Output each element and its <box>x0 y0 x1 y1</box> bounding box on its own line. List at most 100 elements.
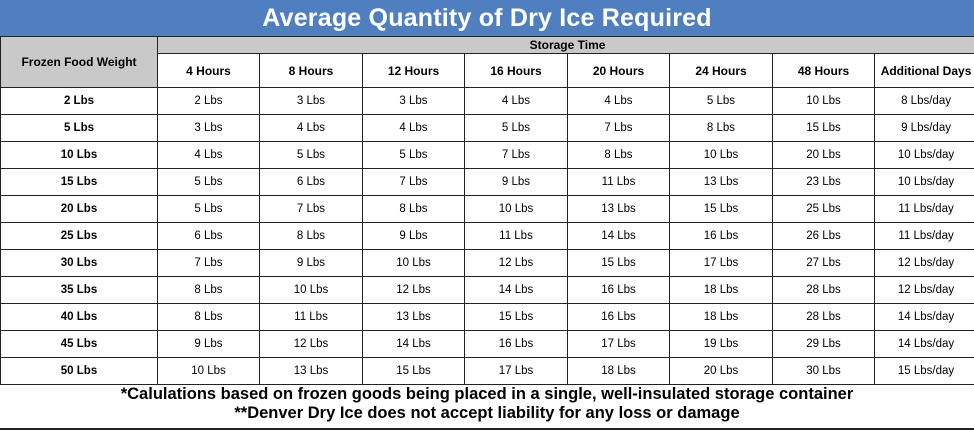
table-cell: 5 Lbs <box>669 87 773 115</box>
table-cell: 11 Lbs <box>464 222 568 250</box>
table-cell: 6 Lbs <box>157 222 260 250</box>
table-cell: 8 Lbs <box>669 114 773 142</box>
table-cell: 14 Lbs <box>362 330 465 358</box>
table-cell: 12 Lbs <box>259 330 363 358</box>
table-cell: 4 Lbs <box>464 87 568 115</box>
table-cell: 4 Lbs <box>567 87 670 115</box>
table-cell: 28 Lbs <box>772 303 875 331</box>
table-cell: 8 Lbs <box>567 141 670 169</box>
table-cell: 18 Lbs <box>669 303 773 331</box>
table-cell: 4 Lbs <box>259 114 363 142</box>
table-cell: 18 Lbs <box>567 357 670 385</box>
table-cell: 10 Lbs <box>669 141 773 169</box>
table-cell: 15 Lbs <box>464 303 568 331</box>
column-header: 4 Hours <box>157 53 260 88</box>
table-row: 45 Lbs 9 Lbs 12 Lbs 14 Lbs 16 Lbs 17 Lbs 19 Lb… <box>0 330 974 358</box>
table-cell: 5 Lbs <box>464 114 568 142</box>
table-cell: 3 Lbs <box>157 114 260 142</box>
table-cell: 10 Lbs <box>362 249 465 277</box>
table-row: 50 Lbs 10 Lbs 13 Lbs 15 Lbs 17 Lbs 18 Lbs 20 L… <box>0 357 974 385</box>
column-header: 12 Hours <box>362 53 465 88</box>
table-cell: 20 Lbs <box>669 357 773 385</box>
column-header: Additional Days <box>873 53 974 88</box>
table-cell: 13 Lbs <box>362 303 465 331</box>
table-cell: 4 Lbs <box>362 114 465 142</box>
table-cell: 29 Lbs <box>772 330 875 358</box>
table-cell: 10 Lbs <box>157 357 260 385</box>
table-cell: 27 Lbs <box>772 249 875 277</box>
row-weight-label: 40 Lbs <box>0 303 158 331</box>
table-cell: 16 Lbs <box>464 330 568 358</box>
table-cell: 16 Lbs <box>669 222 773 250</box>
table-row: 15 Lbs 5 Lbs 6 Lbs 7 Lbs 9 Lbs 11 Lbs 13 Lbs 23… <box>0 168 974 196</box>
table-cell: 11 Lbs <box>567 168 670 196</box>
table-cell: 11 Lbs/day <box>873 222 974 250</box>
table-cell: 3 Lbs <box>259 87 363 115</box>
table-cell: 13 Lbs <box>567 195 670 223</box>
column-header: 24 Hours <box>669 53 773 88</box>
table-cell: 12 Lbs/day <box>873 276 974 304</box>
table-cell: 23 Lbs <box>772 168 875 196</box>
weight-column-header: Frozen Food Weight <box>0 36 158 88</box>
row-weight-label: 5 Lbs <box>0 114 158 142</box>
row-weight-label: 50 Lbs <box>0 357 158 385</box>
table-cell: 10 Lbs <box>259 276 363 304</box>
table-cell: 2 Lbs <box>157 87 260 115</box>
row-weight-label: 2 Lbs <box>0 87 158 115</box>
table-row: 5 Lbs 3 Lbs 4 Lbs 4 Lbs 5 Lbs 7 Lbs 8 Lbs 15 Lb… <box>0 114 974 142</box>
table-cell: 5 Lbs <box>362 141 465 169</box>
table-cell: 15 Lbs <box>772 114 875 142</box>
table-row: 35 Lbs 8 Lbs 10 Lbs 12 Lbs 14 Lbs 16 Lbs 18 Lb… <box>0 276 974 304</box>
row-weight-label: 45 Lbs <box>0 330 158 358</box>
table-cell: 17 Lbs <box>567 330 670 358</box>
table-cell: 8 Lbs <box>157 276 260 304</box>
row-weight-label: 10 Lbs <box>0 141 158 169</box>
table-cell: 9 Lbs <box>464 168 568 196</box>
row-weight-label: 30 Lbs <box>0 249 158 277</box>
table-cell: 25 Lbs <box>772 195 875 223</box>
table-cell: 13 Lbs <box>259 357 363 385</box>
row-weight-label: 25 Lbs <box>0 222 158 250</box>
table-cell: 12 Lbs <box>464 249 568 277</box>
table-cell: 9 Lbs <box>157 330 260 358</box>
table-cell: 7 Lbs <box>362 168 465 196</box>
table-cell: 5 Lbs <box>157 195 260 223</box>
table-cell: 10 Lbs <box>772 87 875 115</box>
table-cell: 18 Lbs <box>669 276 773 304</box>
table-cell: 12 Lbs <box>362 276 465 304</box>
table-cell: 6 Lbs <box>259 168 363 196</box>
table-cell: 4 Lbs <box>157 141 260 169</box>
table-cell: 5 Lbs <box>259 141 363 169</box>
table-cell: 8 Lbs <box>157 303 260 331</box>
table-cell: 5 Lbs <box>157 168 260 196</box>
column-header: 20 Hours <box>567 53 670 88</box>
table-cell: 16 Lbs <box>567 303 670 331</box>
table-cell: 9 Lbs/day <box>873 114 974 142</box>
table-row: 10 Lbs 4 Lbs 5 Lbs 5 Lbs 7 Lbs 8 Lbs 10 Lbs 20 … <box>0 141 974 169</box>
table-row: 25 Lbs 6 Lbs 8 Lbs 9 Lbs 11 Lbs 14 Lbs 16 Lbs 2… <box>0 222 974 250</box>
footnote-calculation: *Calulations based on frozen goods being… <box>120 385 854 403</box>
table-row: 2 Lbs 2 Lbs 3 Lbs 3 Lbs 4 Lbs 4 Lbs 5 Lbs 10 Lb… <box>0 87 974 115</box>
table-cell: 10 Lbs/day <box>873 141 974 169</box>
table-cell: 16 Lbs <box>567 276 670 304</box>
table-cell: 19 Lbs <box>669 330 773 358</box>
footnotes: *Calulations based on frozen goods being… <box>0 385 974 423</box>
table-cell: 7 Lbs <box>464 141 568 169</box>
table-cell: 12 Lbs/day <box>873 249 974 277</box>
column-header: 48 Hours <box>772 53 875 88</box>
table-row: 40 Lbs 8 Lbs 11 Lbs 13 Lbs 15 Lbs 16 Lbs 18 Lb… <box>0 303 974 331</box>
table-cell: 7 Lbs <box>259 195 363 223</box>
row-weight-label: 35 Lbs <box>0 276 158 304</box>
row-weight-label: 20 Lbs <box>0 195 158 223</box>
table-cell: 17 Lbs <box>669 249 773 277</box>
page-title: Average Quantity of Dry Ice Required <box>0 0 974 38</box>
table-cell: 7 Lbs <box>567 114 670 142</box>
table-cell: 14 Lbs/day <box>873 303 974 331</box>
table-cell: 15 Lbs <box>362 357 465 385</box>
table-cell: 9 Lbs <box>362 222 465 250</box>
table-cell: 15 Lbs <box>669 195 773 223</box>
table-cell: 9 Lbs <box>259 249 363 277</box>
footnote-liability: **Denver Dry Ice does not accept liabili… <box>234 404 740 422</box>
table-cell: 10 Lbs/day <box>873 168 974 196</box>
table-cell: 20 Lbs <box>772 141 875 169</box>
